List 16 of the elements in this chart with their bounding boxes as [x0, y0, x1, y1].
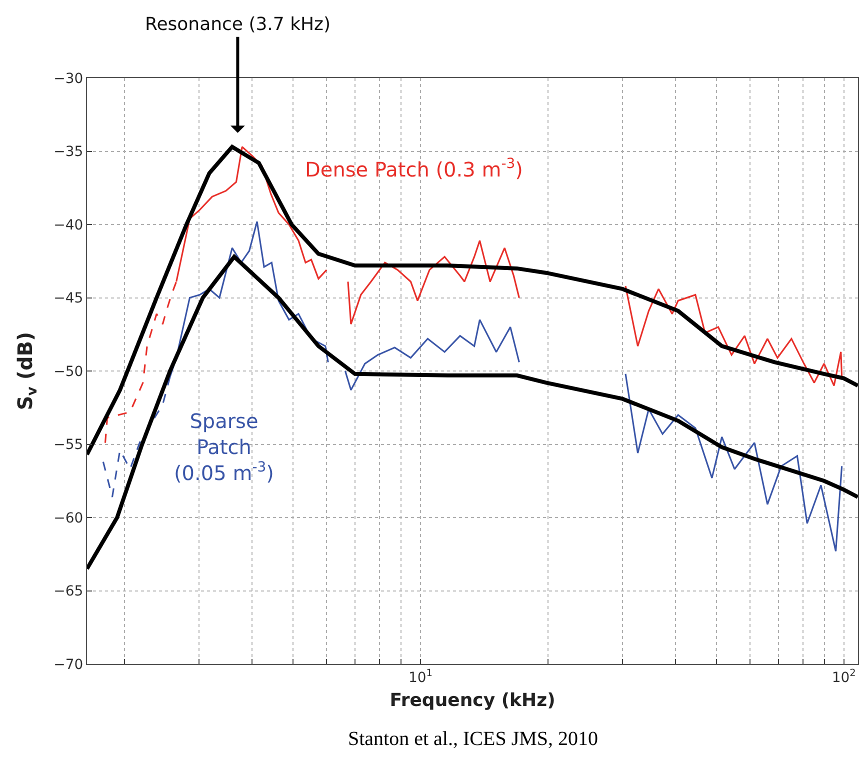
y-tick-label: −30: [54, 70, 84, 87]
y-tick-label: −35: [54, 144, 84, 160]
x-tick-label: 10$^{2}$: [832, 668, 856, 686]
annotation: Resonance (3.7 kHz): [145, 14, 331, 35]
y-tick-label: −50: [54, 364, 84, 380]
text: Stanton et al., ICES JMS, 2010: [348, 728, 598, 750]
series-label: Sparse Patch (0.05 m$^{-3}$): [174, 409, 274, 485]
y-tick-label: −40: [54, 217, 84, 234]
x-tick-label: 10$^{1}$: [408, 668, 433, 686]
y-tick-label: −65: [54, 584, 84, 600]
series-label: Dense Patch (0.3 m$^{-3}$): [305, 156, 523, 182]
y-tick-label: −55: [54, 437, 84, 454]
x-axis-title: Frequency (kHz): [390, 690, 556, 711]
y-tick-label: −60: [54, 510, 84, 526]
y-tick-label: −45: [54, 290, 84, 307]
y-tick-label: −70: [54, 656, 84, 673]
